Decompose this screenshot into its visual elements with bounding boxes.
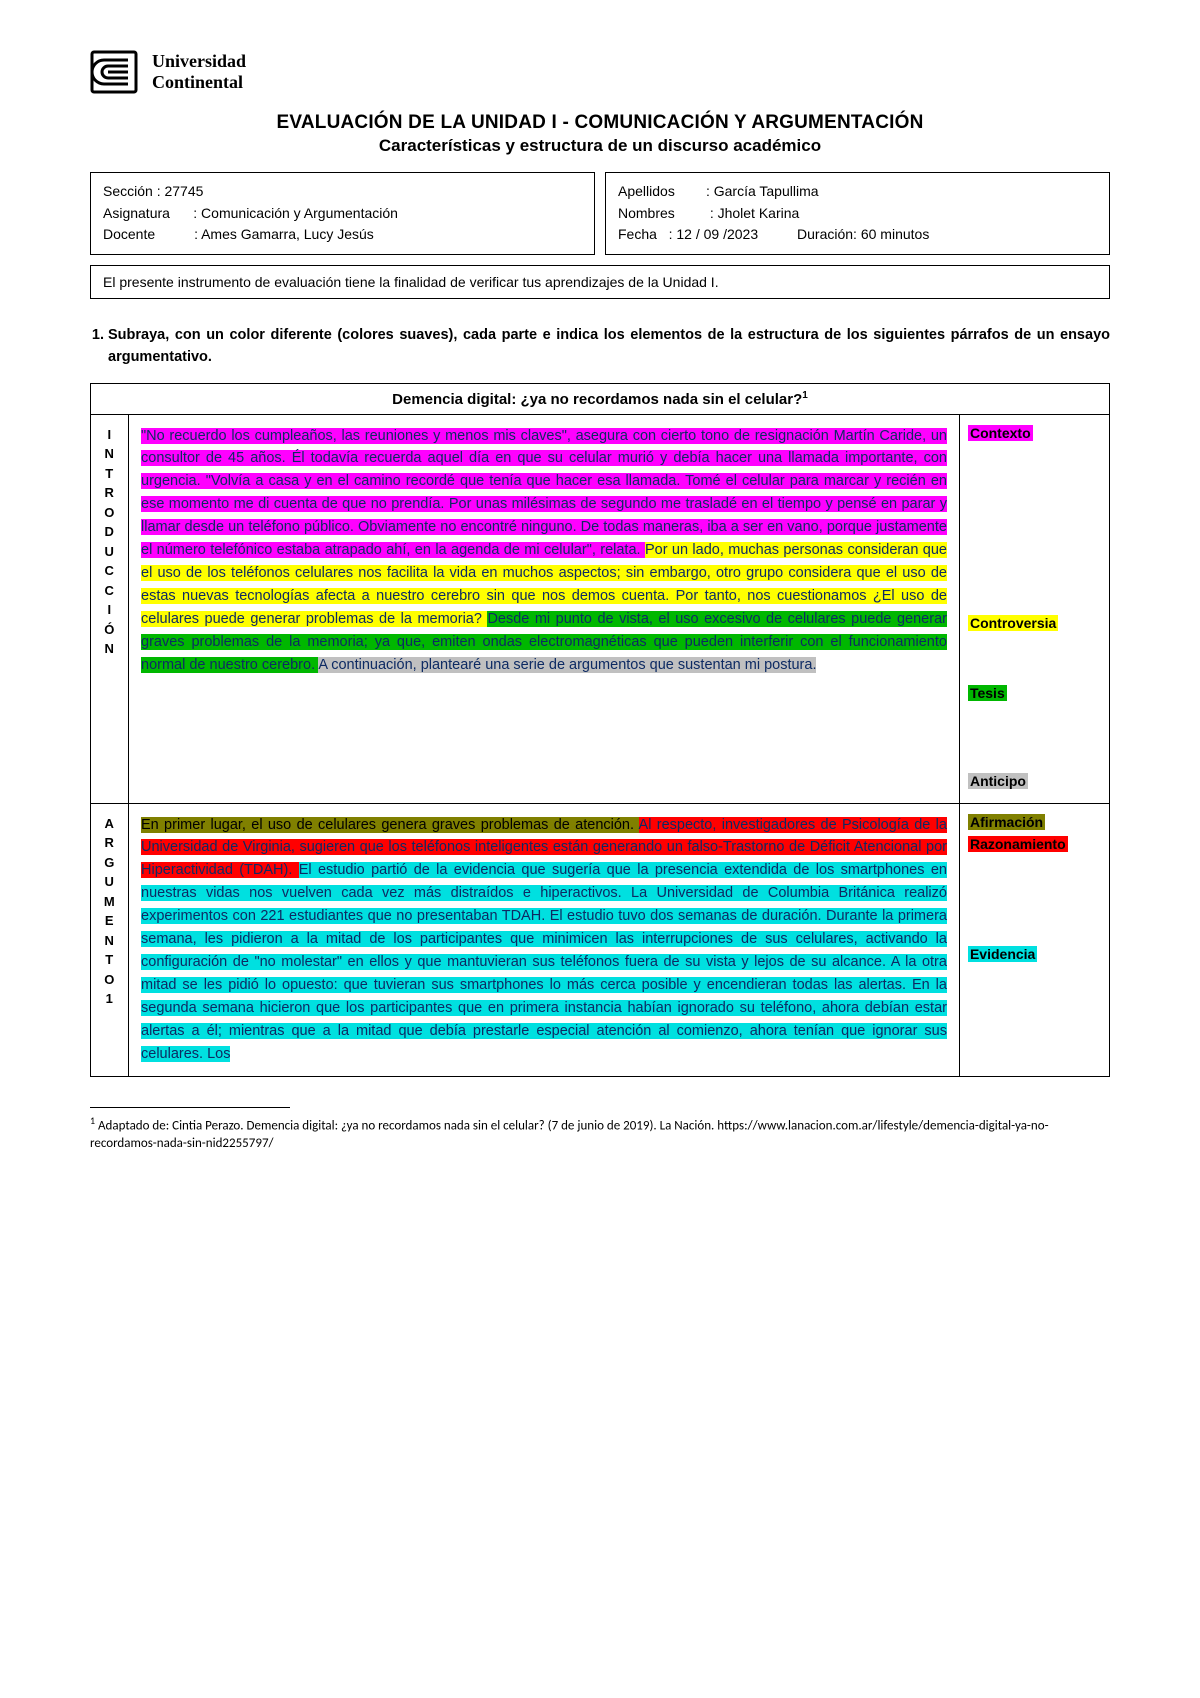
seccion-value: 27745 — [164, 183, 203, 199]
highlight-segment: "No recuerdo los cumpleaños, las reunion… — [141, 428, 947, 559]
document-title: EVALUACIÓN DE LA UNIDAD I - COMUNICACIÓN… — [90, 112, 1110, 134]
structure-tag: Controversia — [968, 615, 1058, 631]
info-box-left: Sección : 27745 Asignatura : Comunicació… — [90, 172, 595, 255]
highlight-segment: En primer lugar, el uso de celulares gen… — [141, 817, 639, 833]
page: Universidad Continental EVALUACIÓN DE LA… — [0, 0, 1200, 1698]
fecha-value: : 12 / 09 /2023 — [669, 226, 759, 242]
row-argumento-1: ARGUMENTO1 En primer lugar, el uso de ce… — [91, 803, 1110, 1076]
highlight-segment: El estudio partió de la evidencia que su… — [141, 862, 947, 1061]
duracion-label: Duración: — [797, 226, 857, 242]
essay-title-cell: Demencia digital: ¿ya no recordamos nada… — [91, 383, 1110, 414]
essay-footnote-ref: 1 — [802, 390, 808, 401]
apellidos-value: : García Tapullima — [706, 183, 819, 199]
structure-tag: Razonamiento — [968, 836, 1068, 852]
question-1: Subraya, con un color diferente (colores… — [108, 325, 1110, 369]
docente-value: : Ames Gamarra, Lucy Jesús — [194, 226, 374, 242]
essay-table: Demencia digital: ¿ya no recordamos nada… — [90, 383, 1110, 1077]
apellidos-label: Apellidos — [618, 183, 675, 199]
structure-tag: Contexto — [968, 425, 1033, 441]
purpose-box: El presente instrumento de evaluación ti… — [90, 265, 1110, 299]
fecha-label: Fecha — [618, 226, 657, 242]
footnote-text: Adaptado de: Cintia Perazo. Demencia dig… — [90, 1118, 1049, 1151]
essay-title: Demencia digital: ¿ya no recordamos nada… — [392, 391, 802, 408]
asignatura-label: Asignatura — [103, 205, 170, 221]
structure-tag: Evidencia — [968, 946, 1037, 962]
document-subtitle: Características y estructura de un discu… — [90, 136, 1110, 156]
question-list: Subraya, con un color diferente (colores… — [108, 325, 1110, 369]
intro-paragraph: "No recuerdo los cumpleaños, las reunion… — [129, 414, 960, 803]
section-label-intro: INTRODUCCIÓN — [91, 414, 129, 803]
structure-tag: Anticipo — [968, 773, 1028, 789]
docente-label: Docente — [103, 226, 155, 242]
duracion-value: 60 minutos — [861, 226, 929, 242]
nombres-label: Nombres — [618, 205, 675, 221]
footnote: 1 Adaptado de: Cintia Perazo. Demencia d… — [90, 1114, 1110, 1154]
nombres-value: : Jholet Karina — [710, 205, 800, 221]
asignatura-value: : Comunicación y Argumentación — [193, 205, 398, 221]
university-header: Universidad Continental — [90, 50, 1110, 94]
footnote-separator — [90, 1107, 290, 1108]
arg1-paragraph: En primer lugar, el uso de celulares gen… — [129, 803, 960, 1076]
university-name: Universidad Continental — [152, 51, 246, 92]
logo-icon — [90, 50, 138, 94]
structure-tag: Tesis — [968, 685, 1007, 701]
highlight-segment: A continuación, plantearé una serie de a… — [318, 657, 816, 673]
intro-tags: Contexto Controversia Tesis Anticipo — [959, 414, 1109, 803]
university-line1: Universidad — [152, 51, 246, 71]
seccion-label: Sección : — [103, 183, 161, 199]
university-line2: Continental — [152, 72, 243, 92]
info-box-right: Apellidos : García Tapullima Nombres : J… — [605, 172, 1110, 255]
section-label-arg1: ARGUMENTO1 — [91, 803, 129, 1076]
info-row: Sección : 27745 Asignatura : Comunicació… — [90, 172, 1110, 255]
structure-tag: Afirmación — [968, 814, 1045, 830]
row-introduccion: INTRODUCCIÓN "No recuerdo los cumpleaños… — [91, 414, 1110, 803]
arg1-tags: Afirmación Razonamiento Evidencia — [959, 803, 1109, 1076]
